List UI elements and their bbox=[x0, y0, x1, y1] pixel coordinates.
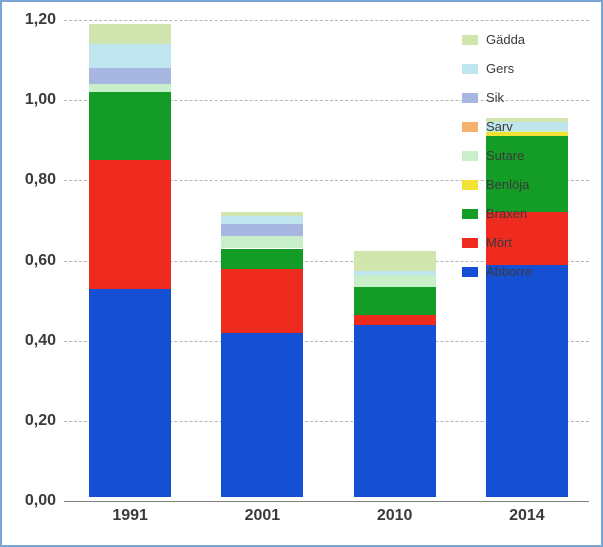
legend-label: Abborre bbox=[486, 264, 532, 279]
legend-item-sarv: Sarv bbox=[462, 119, 532, 134]
y-tick-label: 0,60 bbox=[25, 252, 64, 270]
legend-label: Gers bbox=[486, 61, 514, 76]
legend: Gädda Gers Sik Sarv Sutare Benlöja Braxen Mört A… bbox=[462, 32, 532, 279]
segment-sik bbox=[221, 224, 303, 236]
x-tick-label: 2014 bbox=[509, 497, 545, 525]
legend-item-sik: Sik bbox=[462, 90, 532, 105]
segment-mort bbox=[354, 315, 436, 325]
segment-mort bbox=[89, 160, 171, 288]
segment-sutare bbox=[221, 236, 303, 248]
x-tick-label: 1991 bbox=[112, 497, 148, 525]
legend-label: Braxen bbox=[486, 206, 527, 221]
legend-item-gadda: Gädda bbox=[462, 32, 532, 47]
segment-sutare bbox=[89, 84, 171, 92]
legend-label: Gädda bbox=[486, 32, 525, 47]
legend-item-benloja: Benlöja bbox=[462, 177, 532, 192]
legend-swatch bbox=[462, 180, 478, 190]
y-tick-label: 0,80 bbox=[25, 171, 64, 189]
legend-item-braxen: Braxen bbox=[462, 206, 532, 221]
legend-swatch bbox=[462, 151, 478, 161]
legend-item-gers: Gers bbox=[462, 61, 532, 76]
segment-abborre bbox=[354, 325, 436, 497]
segment-gers bbox=[89, 44, 171, 68]
legend-label: Sutare bbox=[486, 148, 524, 163]
legend-label: Mört bbox=[486, 235, 512, 250]
legend-swatch bbox=[462, 122, 478, 132]
segment-abborre bbox=[221, 333, 303, 497]
x-tick-label: 2010 bbox=[377, 497, 413, 525]
segment-braxen bbox=[354, 287, 436, 315]
y-tick-label: 1,00 bbox=[25, 91, 64, 109]
bar-2010 bbox=[354, 16, 436, 497]
segment-sutare bbox=[354, 275, 436, 287]
segment-abborre bbox=[89, 289, 171, 497]
x-tick-label: 2001 bbox=[245, 497, 281, 525]
segment-gers bbox=[221, 216, 303, 224]
segment-gers bbox=[354, 271, 436, 275]
legend-swatch bbox=[462, 93, 478, 103]
legend-swatch bbox=[462, 35, 478, 45]
segment-gadda bbox=[354, 251, 436, 271]
segment-gadda bbox=[89, 24, 171, 44]
legend-swatch bbox=[462, 209, 478, 219]
segment-braxen bbox=[221, 249, 303, 269]
bar-2001 bbox=[221, 16, 303, 497]
legend-swatch bbox=[462, 267, 478, 277]
segment-sik bbox=[89, 68, 171, 84]
bar-1991 bbox=[89, 16, 171, 497]
legend-swatch bbox=[462, 238, 478, 248]
legend-label: Sarv bbox=[486, 119, 513, 134]
legend-label: Benlöja bbox=[486, 177, 529, 192]
y-tick-label: 0,40 bbox=[25, 332, 64, 350]
legend-label: Sik bbox=[486, 90, 504, 105]
segment-gadda bbox=[221, 212, 303, 216]
legend-item-abborre: Abborre bbox=[462, 264, 532, 279]
chart-frame: 0,00 0,20 0,40 0,60 0,80 1,00 1,20 1991 2001 2010… bbox=[0, 0, 603, 547]
y-tick-label: 0,20 bbox=[25, 412, 64, 430]
segment-braxen bbox=[89, 92, 171, 160]
segment-abborre bbox=[486, 265, 568, 497]
legend-item-mort: Mört bbox=[462, 235, 532, 250]
legend-item-sutare: Sutare bbox=[462, 148, 532, 163]
segment-mort bbox=[221, 269, 303, 333]
y-tick-label: 1,20 bbox=[25, 11, 64, 29]
y-tick-label: 0,00 bbox=[25, 492, 64, 510]
legend-swatch bbox=[462, 64, 478, 74]
